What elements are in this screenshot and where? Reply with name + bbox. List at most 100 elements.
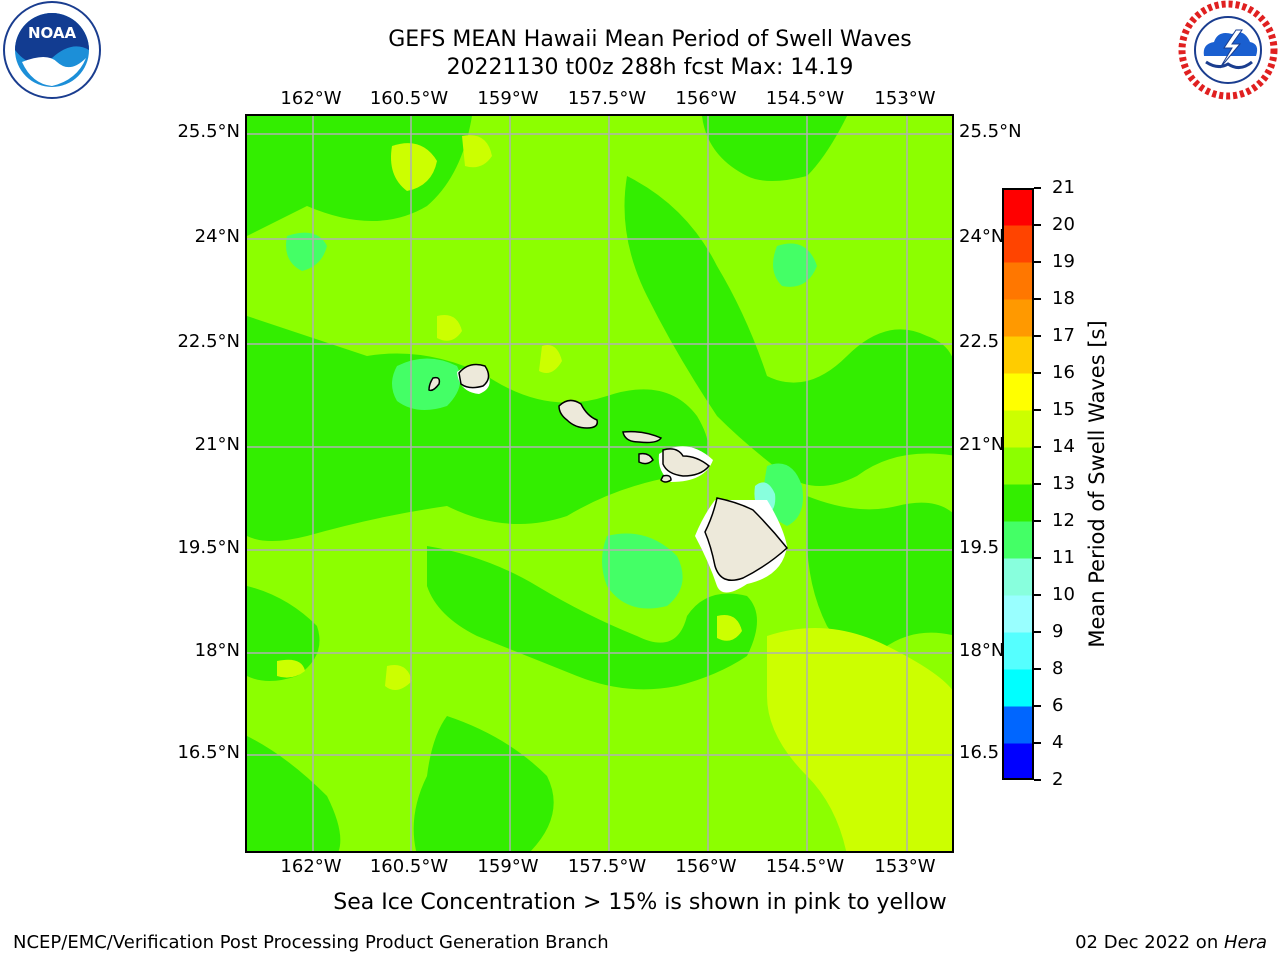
lon-label-bottom: 156°W	[675, 856, 737, 877]
lon-label-top: 160.5°W	[369, 88, 449, 109]
colorbar-tick-mark	[1034, 261, 1041, 263]
colorbar-tick-mark	[1034, 187, 1041, 189]
colorbar-label: Mean Period of Swell Waves [s]	[1085, 320, 1109, 648]
colorbar-tick-mark	[1034, 409, 1041, 411]
lat-label-right: 22.5	[959, 331, 1000, 352]
island-kauai	[458, 363, 490, 389]
colorbar-tick-mark	[1034, 631, 1041, 633]
lon-label-bottom: 160.5°W	[369, 856, 449, 877]
island-oahu	[558, 399, 599, 429]
colorbar-swatches	[1002, 188, 1034, 781]
colorbar-tick-mark	[1034, 520, 1041, 522]
contour-map	[247, 116, 952, 851]
lat-label-right: 24°N	[959, 226, 1005, 247]
colorbar-swatch	[1002, 447, 1034, 485]
svg-text:NOAA: NOAA	[28, 24, 77, 42]
contour-region-13-14	[462, 135, 492, 168]
lon-label-top: 154.5°W	[765, 88, 845, 109]
lon-label-top: 153°W	[874, 88, 936, 109]
colorbar-tick-mark	[1034, 298, 1041, 300]
island-kahoolawe	[660, 474, 672, 483]
lat-label-right: 16.5	[959, 742, 1000, 763]
colorbar	[1002, 188, 1034, 781]
colorbar-tick-mark	[1034, 224, 1041, 226]
colorbar-tick-mark	[1034, 779, 1041, 781]
contour-region-11-12	[413, 716, 554, 851]
colorbar-tick-mark	[1034, 594, 1041, 596]
colorbar-tick-label: 8	[1052, 658, 1064, 679]
lat-label-right: 18°N	[959, 640, 1005, 661]
contour-region-13-14	[385, 665, 412, 690]
lat-label-left: 22.5°N	[177, 331, 240, 352]
island-big-island	[704, 497, 789, 581]
colorbar-tick-label: 17	[1052, 325, 1075, 346]
colorbar-tick-label: 12	[1052, 510, 1075, 531]
colorbar-tick-mark	[1034, 557, 1041, 559]
colorbar-swatch	[1002, 410, 1034, 448]
footer-host: Hera	[1223, 932, 1267, 953]
lat-label-left: 19.5°N	[177, 537, 240, 558]
contour-region-13-14	[539, 345, 562, 374]
colorbar-swatch	[1002, 336, 1034, 374]
colorbar-swatch	[1002, 225, 1034, 263]
colorbar-tick-label: 13	[1052, 473, 1075, 494]
graticule	[247, 116, 952, 851]
lat-label-right: 25.5°N	[959, 121, 1022, 142]
colorbar-swatch	[1002, 743, 1034, 781]
colorbar-tick-mark	[1034, 668, 1041, 670]
hawaiian-islands	[428, 363, 789, 593]
lon-label-top: 156°W	[675, 88, 737, 109]
contour-region-13-14	[437, 315, 462, 341]
colorbar-border	[1002, 188, 1034, 780]
lon-label-top: 159°W	[477, 88, 539, 109]
colorbar-swatch	[1002, 521, 1034, 559]
contour-region-11-12	[247, 316, 709, 541]
colorbar-tick-label: 21	[1052, 177, 1075, 198]
colorbar-tick-mark	[1034, 742, 1041, 744]
chart-title: GEFS MEAN Hawaii Mean Period of Swell Wa…	[388, 27, 912, 52]
map-panel[interactable]	[245, 114, 954, 853]
colorbar-tick-mark	[1034, 335, 1041, 337]
island-molokai	[622, 430, 663, 444]
contour-region-11-12	[702, 116, 847, 181]
colorbar-tick-label: 9	[1052, 621, 1064, 642]
colorbar-tick-mark	[1034, 446, 1041, 448]
lon-label-bottom: 162°W	[280, 856, 342, 877]
footer-date: 02 Dec 2022 on Hera	[1075, 932, 1267, 953]
lat-label-left: 16.5°N	[177, 742, 240, 763]
colorbar-tick-label: 11	[1052, 547, 1075, 568]
colorbar-swatch	[1002, 706, 1034, 744]
colorbar-swatch	[1002, 595, 1034, 633]
colorbar-swatch	[1002, 632, 1034, 670]
lon-label-bottom: 154.5°W	[765, 856, 845, 877]
colorbar-swatch	[1002, 299, 1034, 337]
colorbar-tick-label: 6	[1052, 695, 1064, 716]
colorbar-tick-label: 20	[1052, 214, 1075, 235]
colorbar-tick-label: 19	[1052, 251, 1075, 272]
contour-region-11-12	[247, 586, 320, 681]
colorbar-swatch	[1002, 558, 1034, 596]
colorbar-tick-label: 2	[1052, 769, 1064, 790]
contour-region-11-12	[247, 736, 341, 851]
contour-region-10-11	[392, 358, 461, 410]
nws-logo-icon	[1178, 0, 1278, 100]
colorbar-tick-mark	[1034, 705, 1041, 707]
lat-label-left: 18°N	[194, 640, 240, 661]
sea-ice-note: Sea Ice Concentration > 15% is shown in …	[333, 890, 947, 915]
colorbar-tick-label: 16	[1052, 362, 1075, 383]
colorbar-swatch	[1002, 484, 1034, 522]
lat-label-left: 24°N	[194, 226, 240, 247]
lon-label-bottom: 157.5°W	[567, 856, 647, 877]
contour-region-13-14	[717, 615, 742, 641]
chart-subtitle: 20221130 t00z 288h fcst Max: 14.19	[446, 55, 854, 80]
island-maui	[662, 448, 711, 477]
contour-region-13-14	[391, 143, 437, 191]
colorbar-swatch	[1002, 373, 1034, 411]
colorbar-swatch	[1002, 669, 1034, 707]
colorbar-swatch	[1002, 262, 1034, 300]
lon-label-bottom: 153°W	[874, 856, 936, 877]
contour-region-13-14	[277, 659, 305, 678]
colorbar-tick-label: 14	[1052, 436, 1075, 457]
island-lanai	[638, 452, 654, 465]
nws-logo	[1178, 0, 1278, 100]
